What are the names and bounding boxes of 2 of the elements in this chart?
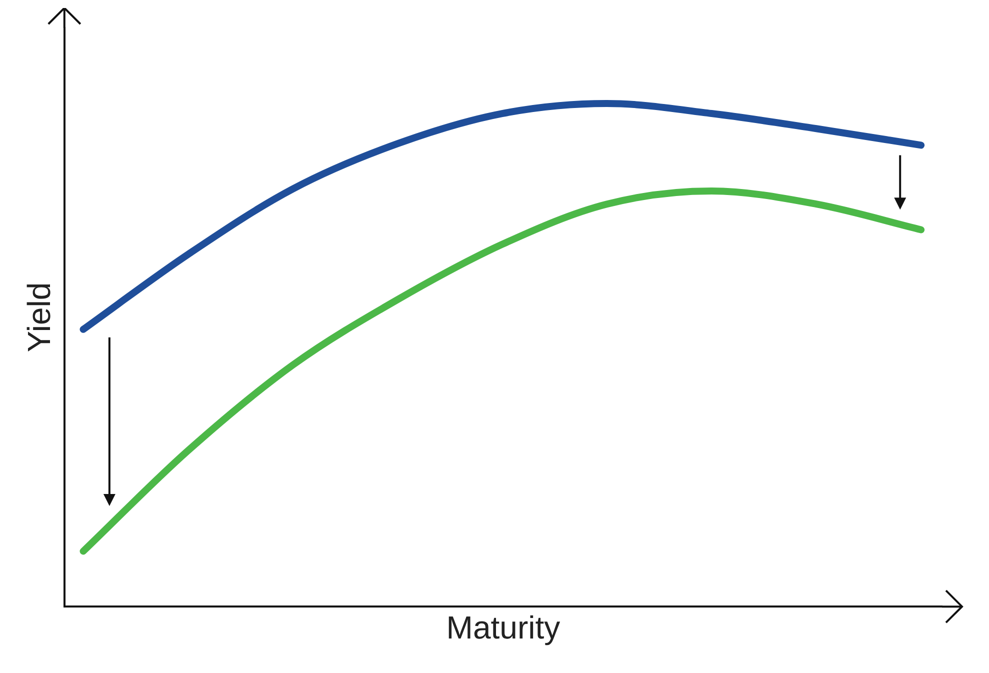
x-axis-title: Maturity [446, 610, 560, 646]
y-axis-title: Yield [21, 282, 58, 352]
